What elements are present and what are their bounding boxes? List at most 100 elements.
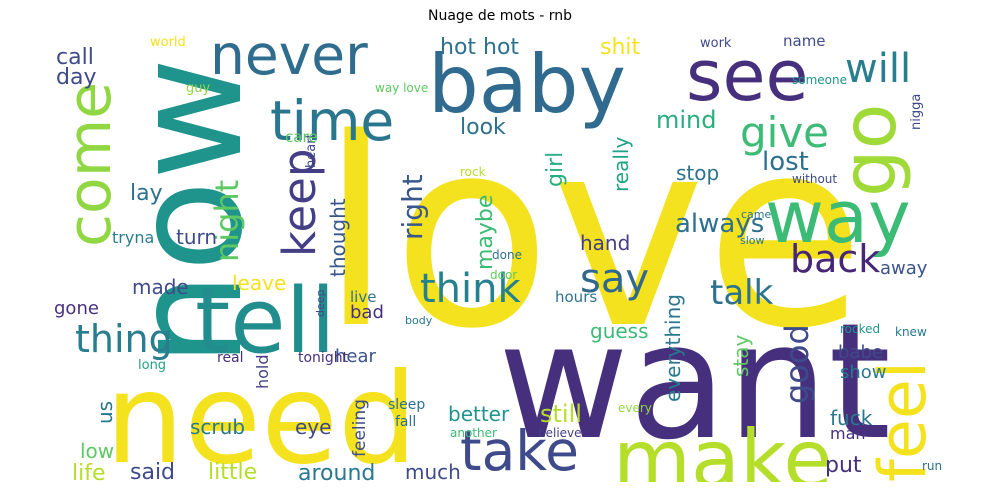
word-guess: guess [590, 319, 649, 343]
word-every: every [618, 401, 652, 415]
word-put: put [825, 453, 862, 478]
word-work: work [700, 36, 732, 51]
word-stop: stop [676, 161, 719, 185]
word-done: done [492, 248, 522, 262]
chart-title: Nuage de mots - rnb [427, 8, 573, 24]
word-heart: heart [304, 133, 319, 168]
word-care: care [285, 128, 318, 146]
word-hand: hand [580, 231, 630, 255]
word-knew: knew [895, 325, 927, 339]
word-eye: eye [295, 415, 331, 439]
word-someone: someone [792, 73, 847, 87]
word-tonight: tonight [298, 350, 349, 366]
word-way-love: way love [375, 81, 428, 95]
word-girl: girl [543, 152, 568, 187]
word-feel: feel [866, 361, 941, 482]
word-came: came [741, 208, 772, 221]
word-still: still [540, 400, 582, 428]
word-believe: believe [538, 426, 582, 440]
word-keep: keep [273, 149, 326, 257]
word-leave: leave [232, 271, 286, 295]
word-live: live [350, 288, 376, 306]
word-need: need [105, 347, 417, 482]
word-back: back [790, 237, 880, 281]
word-think: think [420, 266, 522, 312]
word-slow: slow [740, 234, 765, 247]
word-babe: babe [838, 342, 883, 363]
word-take: take [460, 419, 579, 482]
word-bad: bad [350, 302, 384, 323]
word-now: now [102, 57, 276, 367]
word-mind: mind [656, 106, 717, 134]
word-see: see [686, 35, 809, 117]
word-say: say [580, 256, 649, 302]
word-stay: stay [729, 334, 753, 377]
word-fall: fall [395, 414, 416, 430]
word-night: night [208, 180, 246, 262]
word-fuck: fuck [830, 406, 873, 430]
word-gone: gone [54, 298, 99, 319]
word-said: said [130, 460, 175, 482]
word-way: way [765, 175, 911, 259]
word-man: man [830, 424, 866, 443]
word-real: real [217, 350, 244, 366]
word-hold: hold [253, 354, 272, 389]
word-hours: hours [555, 288, 597, 306]
word-right: right [396, 174, 429, 240]
word-time: time [270, 89, 394, 153]
word-shit: shit [600, 35, 641, 60]
word-much: much [405, 460, 461, 482]
word-lost: lost [762, 147, 809, 177]
word-guy: guy [186, 81, 210, 96]
word-long: long [138, 358, 166, 373]
word-rock: rock [460, 165, 486, 179]
word-always: always [675, 209, 764, 239]
word-make: make [613, 413, 833, 482]
word-better: better [448, 402, 510, 426]
word-little: little [208, 460, 257, 482]
word-thought: thought [326, 198, 350, 277]
word-give: give [740, 108, 829, 157]
word-show: show [840, 362, 887, 383]
word-really: really [609, 137, 633, 192]
word-low: low [80, 439, 114, 463]
word-call: call [56, 45, 94, 70]
word-will: will [845, 46, 911, 92]
word-us: us [93, 401, 117, 424]
word-rocked: rocked [840, 322, 880, 336]
word-lay: lay [130, 181, 163, 206]
word-maybe: maybe [473, 195, 498, 270]
word-around: around [298, 461, 375, 482]
word-go: go [825, 104, 913, 198]
word-everything: everything [661, 294, 685, 402]
word-thing: thing [75, 317, 173, 361]
word-nigga: nigga [909, 94, 924, 130]
word-tryna: tryna [112, 228, 154, 247]
word-name: name [783, 32, 826, 50]
word-without: without [792, 172, 837, 186]
word-hear: hear [335, 346, 377, 367]
word-hot-hot: hot hot [440, 35, 519, 60]
word-cloud: love want now need baby see never make come go way… [50, 32, 950, 482]
word-made: made [132, 275, 189, 299]
word-turn: turn [176, 225, 217, 249]
word-world: world [150, 35, 186, 50]
word-deep: deep [314, 289, 327, 317]
word-baby: baby [428, 38, 626, 131]
word-tell: tell [195, 269, 336, 374]
word-another: another [450, 426, 497, 440]
word-life: life [72, 461, 106, 482]
word-scrub: scrub [190, 415, 245, 439]
word-love: love [320, 84, 865, 386]
word-sleep: sleep [388, 397, 425, 413]
word-feeling: feeling [350, 399, 370, 457]
word-good: good [778, 324, 816, 404]
word-look: look [460, 115, 506, 140]
word-talk: talk [710, 273, 774, 313]
word-day: day [56, 65, 96, 90]
word-want: want [498, 288, 891, 475]
word-come: come [55, 82, 125, 247]
word-never: never [210, 32, 368, 87]
word-run: run [922, 459, 942, 473]
